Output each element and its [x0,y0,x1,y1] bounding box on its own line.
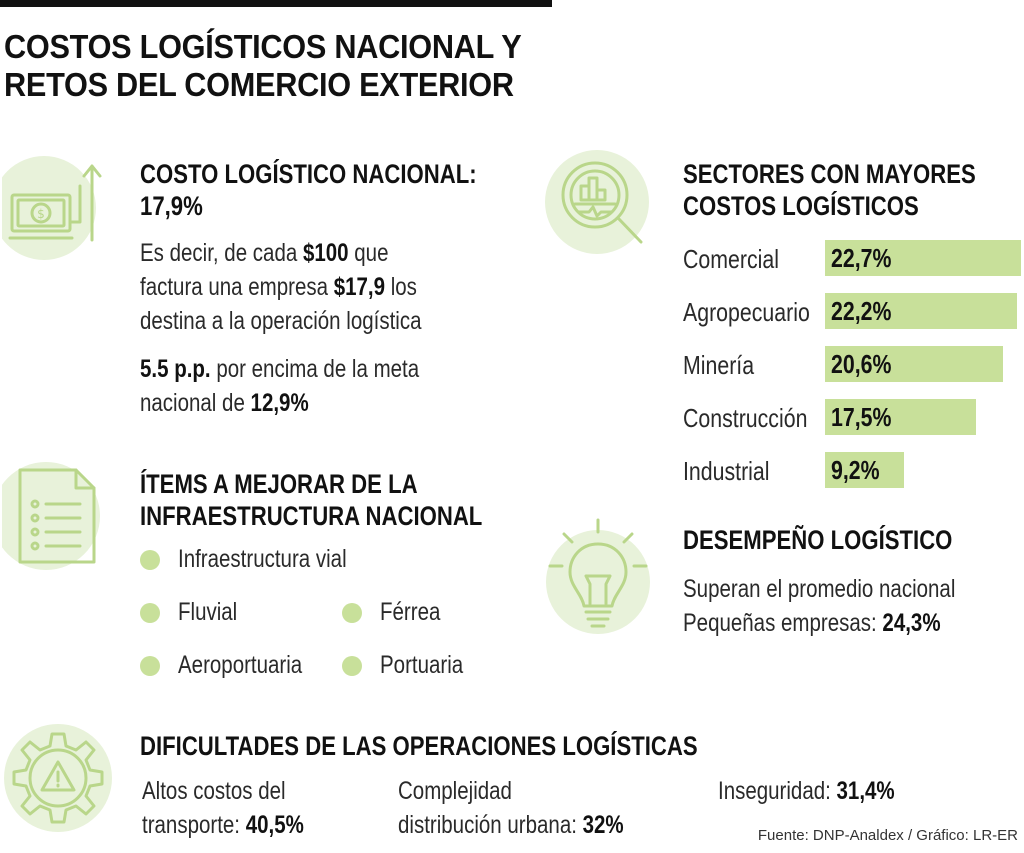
bullet-dot [140,655,160,676]
dificultad-transporte: Altos costos del transporte: 40,5% [142,777,304,839]
bar [825,346,1003,382]
bar-row: Agropecuario 22,2% [683,293,1023,333]
bullet-dot [342,655,362,676]
page-title: COSTOS LOGÍSTICOS NACIONAL Y RETOS DEL C… [4,28,522,103]
list-item: Portuaria [342,651,481,680]
document-list-icon [2,462,100,570]
bar [825,240,1021,276]
dificultad-inseguridad: Inseguridad: 31,4% [718,777,895,805]
costo-heading: COSTO LOGÍSTICO NACIONAL: 17,9% [140,159,477,221]
bar-label: Comercial [683,244,779,274]
bar-row: Comercial 22,7% [683,240,1023,280]
source-credit: Fuente: DNP-Analdex / Gráfico: LR-ER [757,827,1018,844]
gear-warning-icon [4,724,112,832]
bar-value: 22,2% [831,296,892,326]
light-bulb-icon [546,518,650,634]
bar-value: 20,6% [831,349,892,379]
bar-value: 17,5% [831,402,892,432]
bar-row: Construcción 17,5% [683,399,1023,439]
bar-label: Agropecuario [683,297,810,327]
desempeno-description: Superan el promedio nacional Pequeñas em… [683,575,956,637]
bullet-dot [140,549,160,570]
bar-label: Minería [683,350,755,380]
dificultades-heading: DIFICULTADES DE LAS OPERACIONES LOGÍSTIC… [140,731,698,761]
bar-row: Minería 20,6% [683,346,1023,386]
bar-value: 22,7% [831,243,892,273]
costo-description: Es decir, de cada $100 que factura una e… [140,239,422,335]
bar-label: Construcción [683,403,808,433]
dificultad-distribucion: Complejidad distribución urbana: 32% [398,777,624,839]
chart-magnifier-icon [545,150,649,254]
items-heading: ÍTEMS A MEJORAR DE LA INFRAESTRUCTURA NA… [140,469,483,531]
top-rule [0,0,552,7]
bar-row: Industrial 9,2% [683,452,1023,492]
bar-value: 9,2% [831,455,880,485]
list-item: Infraestructura vial [140,545,384,574]
costo-meta: 5.5 p.p. por encima de la meta nacional … [140,355,420,417]
bar [825,293,1017,329]
bullet-dot [342,602,362,623]
bar [825,452,904,488]
bar [825,399,976,435]
bullet-dot [140,602,160,623]
bar-label: Industrial [683,456,770,486]
svg-text:$: $ [37,207,45,221]
money-arrow-icon: $ [2,156,102,260]
list-item: Aeroportuaria [140,651,329,680]
list-item: Fluvial [140,598,250,627]
sectores-heading: SECTORES CON MAYORES COSTOS LOGÍSTICOS [683,159,976,221]
desempeno-heading: DESEMPEÑO LOGÍSTICO [683,525,953,555]
list-item: Férrea [342,598,454,627]
